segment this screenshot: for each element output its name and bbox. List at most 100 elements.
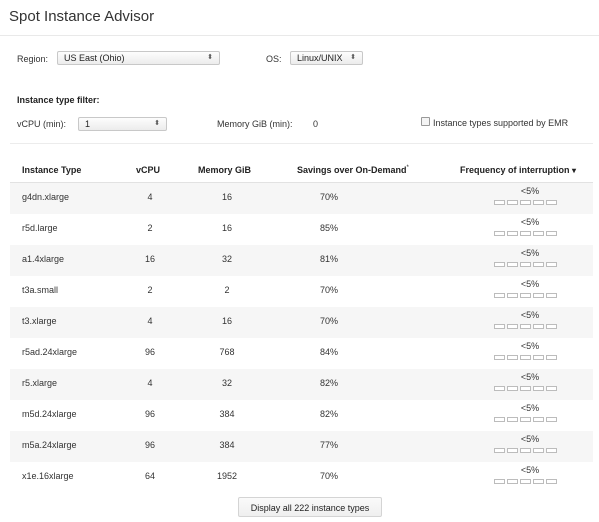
memory-cell: 384 [219,440,235,450]
savings-cell: 84% [319,347,338,357]
col-memory[interactable]: Memory GiB [198,165,252,175]
vcpu-cell: 4 [147,378,153,388]
filter-divider [10,143,593,144]
frequency-cell: <5% [520,186,540,196]
frequency-segment [507,448,518,453]
col-frequency[interactable]: Frequency of interruption ▾ [460,165,576,175]
frequency-cell: <5% [520,310,540,320]
frequency-segment [533,479,544,484]
frequency-segment [533,231,544,236]
savings-cell: 70% [319,192,338,202]
vcpu-cell: 96 [144,347,155,357]
frequency-bars [494,386,557,391]
vcpu-min-value: 1 [85,119,91,129]
frequency-segment [520,200,531,205]
frequency-segment [520,231,531,236]
select-arrows-icon: ⬍ [350,54,356,61]
frequency-segment [507,355,518,360]
emr-checkbox[interactable] [421,117,430,126]
frequency-segment [507,417,518,422]
frequency-segment [507,386,518,391]
frequency-bars [494,293,557,298]
vcpu-min-select[interactable]: 1 ⬍ [78,117,167,131]
frequency-bars [494,324,557,329]
frequency-segment [507,231,518,236]
vcpu-cell: 2 [147,285,153,295]
vcpu-cell: 16 [144,254,155,264]
table-row: r5d.large 2 16 85% <5% [10,214,593,245]
frequency-segment [494,386,505,391]
frequency-segment [533,355,544,360]
col-savings[interactable]: Savings over On-Demand* [297,165,409,175]
vcpu-cell: 96 [144,440,155,450]
frequency-segment [533,293,544,298]
frequency-segment [494,355,505,360]
header-divider [10,182,593,183]
frequency-bars [494,200,557,205]
frequency-segment [546,262,557,267]
vcpu-cell: 64 [144,471,155,481]
savings-cell: 81% [319,254,338,264]
frequency-cell: <5% [520,217,540,227]
memory-cell: 16 [221,192,232,202]
frequency-segment [507,200,518,205]
frequency-segment [507,262,518,267]
frequency-segment [507,324,518,329]
instance-type-cell: r5ad.24xlarge [22,347,78,357]
frequency-segment [533,417,544,422]
frequency-segment [520,355,531,360]
memory-cell: 16 [221,223,232,233]
frequency-segment [494,231,505,236]
memory-cell: 32 [221,254,232,264]
frequency-segment [533,324,544,329]
display-all-button[interactable]: Display all 222 instance types [238,497,382,517]
frequency-segment [546,355,557,360]
frequency-segment [520,293,531,298]
region-select[interactable]: US East (Ohio) ⬍ [57,51,220,65]
memory-min-input[interactable]: 0 [313,119,319,129]
frequency-cell: <5% [520,403,540,413]
memory-cell: 32 [221,378,232,388]
memory-cell: 384 [219,409,235,419]
col-vcpu[interactable]: vCPU [136,165,161,175]
instance-filter-title: Instance type filter: [17,95,100,105]
table-row: x1e.16xlarge 64 1952 70% <5% [10,462,593,493]
frequency-segment [546,448,557,453]
savings-cell: 77% [319,440,338,450]
frequency-bars [494,231,557,236]
frequency-segment [520,386,531,391]
frequency-segment [494,417,505,422]
frequency-bars [494,448,557,453]
instance-type-cell: x1e.16xlarge [22,471,74,481]
savings-cell: 82% [319,378,338,388]
frequency-cell: <5% [520,341,540,351]
title-divider [0,35,599,36]
sort-down-icon: ▾ [572,166,577,175]
frequency-segment [546,231,557,236]
page-title: Spot Instance Advisor [9,8,155,25]
savings-cell: 85% [319,223,338,233]
table-row: r5ad.24xlarge 96 768 84% <5% [10,338,593,369]
frequency-bars [494,355,557,360]
col-instance-type[interactable]: Instance Type [22,165,82,175]
frequency-cell: <5% [520,248,540,258]
frequency-segment [494,479,505,484]
table-row: m5a.24xlarge 96 384 77% <5% [10,431,593,462]
os-value: Linux/UNIX [297,53,343,63]
table-row: m5d.24xlarge 96 384 82% <5% [10,400,593,431]
frequency-cell: <5% [520,279,540,289]
frequency-segment [494,262,505,267]
frequency-segment [546,386,557,391]
frequency-segment [533,262,544,267]
frequency-bars [494,479,557,484]
memory-cell: 2 [224,285,230,295]
vcpu-min-label: vCPU (min): [17,119,66,129]
instance-type-cell: t3.xlarge [22,316,57,326]
vcpu-cell: 2 [147,223,153,233]
os-select[interactable]: Linux/UNIX ⬍ [290,51,363,65]
frequency-cell: <5% [520,434,540,444]
savings-cell: 82% [319,409,338,419]
frequency-cell: <5% [520,465,540,475]
frequency-segment [546,479,557,484]
savings-cell: 70% [319,316,338,326]
